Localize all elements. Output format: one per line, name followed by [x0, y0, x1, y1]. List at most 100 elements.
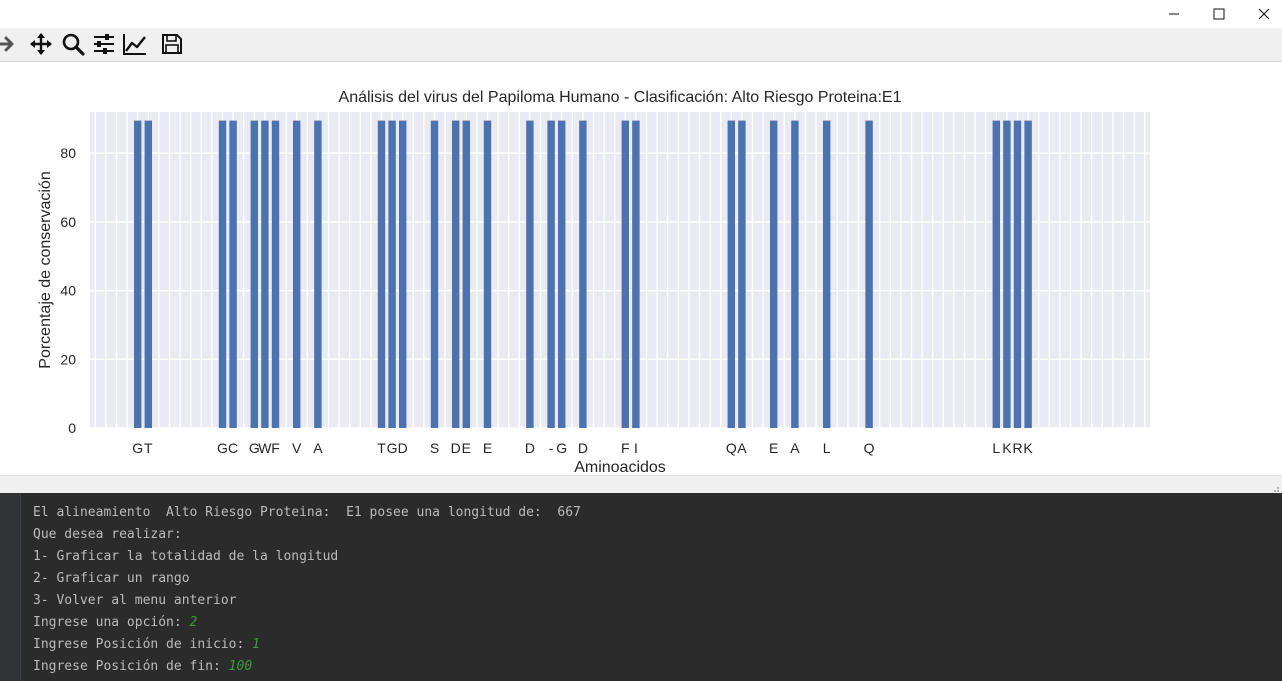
x-tick-label: E	[462, 440, 471, 456]
x-tick-label: W	[258, 440, 272, 456]
x-tick-label: A	[737, 440, 747, 456]
x-tick-label: E	[769, 440, 778, 456]
x-tick-label: D	[451, 440, 461, 456]
x-tick-label: T	[377, 440, 386, 456]
console-user-input: 100	[228, 659, 253, 674]
x-tick-label: D	[398, 440, 408, 456]
save-icon	[162, 34, 182, 54]
y-tick-labels: 0 20 40 60 80	[60, 145, 76, 436]
bar	[822, 120, 831, 428]
close-button[interactable]	[1241, 0, 1282, 28]
x-tick-label: R	[1012, 440, 1022, 456]
bar	[261, 120, 269, 428]
bar	[388, 120, 396, 428]
bar	[1024, 120, 1032, 428]
console-line-option-3: 3- Volver al menu anterior	[33, 593, 237, 608]
bar	[738, 120, 746, 428]
figure-canvas: Análisis del virus del Papiloma Humano -…	[0, 62, 1282, 476]
plot-toolbar	[0, 28, 1282, 62]
x-tick-label: K	[1002, 440, 1012, 456]
x-tick-label: Q	[864, 440, 875, 456]
console-line-option-1: 1- Graficar la totalidad de la longitud	[33, 549, 339, 564]
console-line-start-position: Ingrese Posición de inicio: 1	[33, 635, 260, 655]
x-tick-label: G	[387, 440, 398, 456]
x-tick-label: G	[217, 440, 228, 456]
x-tick-label: S	[430, 440, 439, 456]
x-tick-label: A	[790, 440, 800, 456]
bar	[133, 120, 142, 428]
console-line-choose-option: Ingrese una opción: 2	[33, 613, 197, 633]
zoom-button[interactable]	[58, 30, 88, 58]
y-tick-label: 80	[60, 145, 76, 161]
bar	[398, 120, 407, 428]
bar	[992, 120, 1001, 428]
bar	[791, 120, 799, 428]
configure-subplots-button[interactable]	[89, 30, 119, 58]
chart-title: Análisis del virus del Papiloma Humano -…	[339, 89, 902, 106]
x-axis-label: Aminoacidos	[574, 459, 666, 475]
x-tick-label: F	[621, 440, 630, 456]
edit-axis-icon	[123, 34, 146, 55]
bar	[547, 120, 555, 428]
bar	[144, 120, 153, 428]
console-user-input: 1	[252, 637, 260, 652]
x-tick-label: F	[271, 440, 280, 456]
bar	[483, 120, 492, 428]
minimize-icon	[1169, 13, 1179, 15]
bar	[526, 120, 534, 428]
bar	[377, 120, 386, 428]
y-tick-label: 20	[60, 351, 76, 367]
x-tick-labels: G T G C GW F V A T G D S D E E D - G D F I Q A E A L Q L K R K	[132, 440, 1033, 456]
console-prompt: Ingrese Posición de inicio:	[33, 637, 253, 652]
forward-button[interactable]	[0, 30, 22, 58]
x-tick-label: G	[556, 440, 567, 456]
console-gutter	[0, 493, 21, 681]
pan-button[interactable]	[26, 30, 56, 58]
bar-chart: Análisis del virus del Papiloma Humano -…	[37, 89, 1150, 476]
bar	[579, 120, 587, 428]
x-tick-label: T	[144, 440, 153, 456]
console-line-option-2: 2- Graficar un rango	[33, 571, 190, 586]
console-line-question: Que desea realizar:	[33, 527, 182, 542]
forward-icon	[0, 36, 14, 52]
bar	[218, 120, 227, 428]
maximize-button[interactable]	[1196, 0, 1242, 28]
console-prompt: Ingrese Posición de fin:	[33, 659, 229, 674]
bar	[1003, 120, 1011, 428]
bar	[621, 120, 630, 428]
plot-area	[90, 112, 1150, 428]
bar	[865, 120, 873, 428]
bar	[769, 120, 778, 428]
close-icon	[1258, 8, 1270, 20]
pan-icon	[30, 33, 52, 55]
resize-grip-icon[interactable]	[1272, 485, 1280, 493]
x-tick-label: I	[634, 440, 638, 456]
bar	[430, 120, 439, 428]
y-tick-label: 0	[68, 420, 76, 436]
console-prompt: Ingrese una opción:	[33, 615, 190, 630]
bar	[1013, 120, 1022, 428]
x-tick-label: -	[549, 440, 554, 456]
bar	[292, 120, 301, 428]
edit-axis-button[interactable]	[120, 30, 150, 58]
y-tick-label: 60	[60, 214, 76, 230]
x-tick-label: K	[1023, 440, 1033, 456]
bar	[632, 120, 640, 428]
run-console[interactable]: El alineamiento Alto Riesgo Proteina: E1…	[0, 493, 1282, 681]
maximize-icon	[1213, 8, 1225, 20]
x-tick-label: D	[578, 440, 588, 456]
console-line-end-position: Ingrese Posición de fin: 100	[33, 657, 252, 677]
bar	[229, 120, 237, 428]
minimize-button[interactable]	[1151, 0, 1197, 28]
zoom-icon	[62, 33, 85, 56]
console-user-input: 2	[189, 615, 198, 630]
save-button[interactable]	[157, 30, 187, 58]
console-line-length: El alineamiento Alto Riesgo Proteina: E1…	[33, 505, 581, 520]
x-tick-label: V	[292, 440, 302, 456]
x-tick-label: G	[132, 440, 143, 456]
x-tick-label: A	[313, 440, 323, 456]
bar	[250, 120, 259, 428]
x-tick-label: D	[525, 440, 535, 456]
bar	[314, 120, 322, 428]
x-tick-label: L	[992, 440, 1000, 456]
